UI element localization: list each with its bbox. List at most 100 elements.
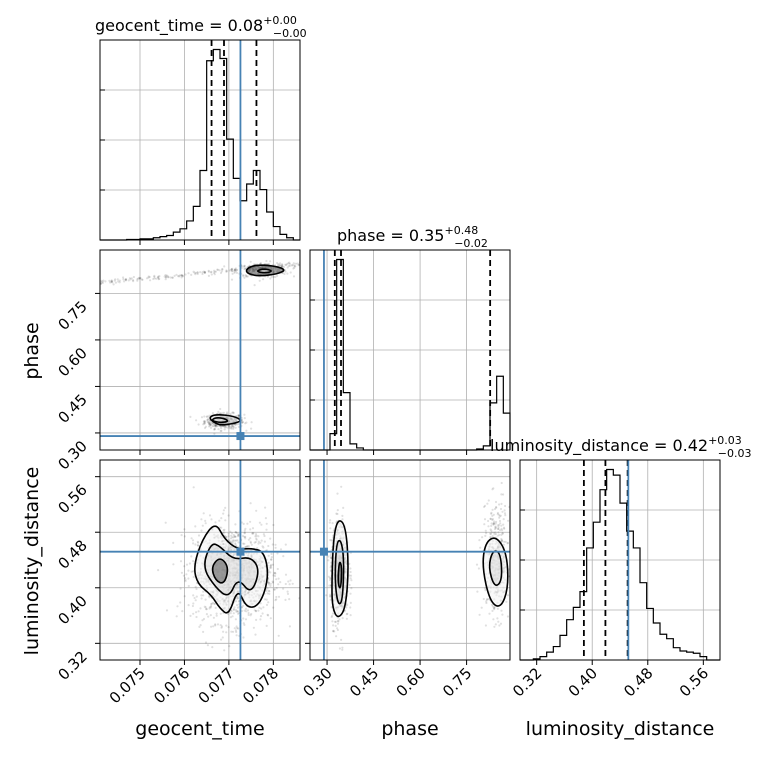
sample-point: [110, 279, 113, 282]
sample-point: [231, 424, 234, 427]
sample-point: [117, 280, 120, 283]
sample-point: [333, 630, 336, 633]
sample-point: [223, 265, 226, 268]
sample-point: [279, 262, 282, 265]
sample-point: [122, 276, 125, 279]
sample-point: [224, 425, 227, 428]
contour-1-2-2: [337, 561, 343, 589]
sample-point: [224, 519, 227, 522]
truth-point-0-1: [236, 432, 245, 441]
sample-point: [233, 535, 237, 538]
sample-point: [209, 424, 212, 427]
sample-point: [202, 423, 205, 426]
sample-point: [196, 272, 199, 276]
sample-point: [138, 276, 141, 279]
diag-panel-phase: [309, 249, 511, 451]
sample-point: [484, 529, 487, 532]
sample-point: [233, 268, 236, 272]
sample-point: [244, 618, 248, 621]
sample-point: [267, 581, 271, 584]
sample-point: [287, 264, 290, 268]
sample-point: [345, 617, 348, 620]
sample-point: [227, 532, 230, 535]
sample-point: [234, 535, 237, 538]
sample-point: [199, 271, 202, 274]
sample-point: [348, 574, 351, 577]
sample-point: [242, 275, 245, 278]
sample-point: [498, 513, 501, 516]
sample-point: [279, 581, 282, 584]
sample-point: [231, 272, 234, 275]
sample-point: [230, 630, 233, 633]
sample-point: [329, 577, 332, 580]
sample-point: [259, 541, 262, 544]
sample-point: [192, 594, 195, 597]
sample-point: [175, 273, 178, 276]
sample-point: [500, 527, 503, 531]
sample-point: [214, 623, 217, 626]
sample-point: [204, 606, 207, 609]
sample-point: [336, 622, 340, 625]
sample-point: [281, 263, 284, 266]
sample-point: [236, 610, 239, 613]
sample-point: [501, 532, 504, 535]
sample-point: [476, 590, 479, 593]
sample-point: [267, 601, 270, 604]
sample-point: [329, 556, 332, 559]
sample-point: [236, 606, 240, 609]
sample-point: [247, 613, 250, 617]
sample-point: [498, 523, 501, 527]
sample-point: [209, 420, 212, 423]
sample-point: [284, 582, 287, 586]
ytick-label-luminosity_distance-3: 0.56: [54, 481, 90, 517]
sample-point: [229, 537, 233, 540]
sample-point: [209, 423, 212, 426]
sample-point: [110, 280, 113, 283]
sample-point: [195, 587, 198, 591]
sample-point: [242, 274, 245, 277]
sample-point: [211, 422, 214, 425]
sample-point: [262, 606, 265, 609]
sample-point: [208, 425, 211, 428]
sample-point: [478, 539, 481, 542]
sample-point: [202, 590, 205, 593]
sample-point: [498, 515, 501, 518]
sample-point: [193, 271, 196, 274]
sample-point: [217, 428, 220, 431]
sample-point: [227, 612, 230, 616]
sample-point: [349, 577, 352, 580]
sample-point: [224, 426, 227, 429]
sample-point: [330, 552, 333, 555]
frame-1-2: [309, 459, 511, 661]
sample-point: [349, 606, 352, 609]
sample-point: [214, 425, 217, 428]
sample-point: [289, 271, 292, 274]
sample-point: [237, 425, 240, 428]
sample-point: [254, 609, 258, 612]
sample-point: [213, 602, 216, 606]
sample-point: [274, 572, 277, 575]
sample-point: [266, 613, 269, 616]
sample-point: [225, 269, 228, 272]
sample-point: [259, 615, 263, 618]
sample-point: [249, 260, 252, 263]
sample-point: [180, 276, 183, 279]
xtick-label-geocent_time-3: 0.078: [239, 664, 282, 707]
sample-point: [270, 563, 273, 566]
sample-point: [235, 531, 238, 535]
sample-point: [497, 620, 500, 623]
sample-point: [234, 608, 237, 612]
sample-point: [273, 588, 276, 591]
sample-point: [213, 427, 217, 431]
sample-point: [112, 283, 115, 286]
sample-point: [233, 535, 236, 538]
sample-point: [487, 598, 491, 601]
sample-point: [276, 552, 279, 555]
sample-point: [244, 607, 248, 611]
sample-point: [218, 519, 221, 522]
sample-point: [258, 606, 261, 609]
sample-point: [237, 414, 240, 417]
sample-point: [236, 539, 239, 542]
sample-point: [254, 633, 257, 636]
